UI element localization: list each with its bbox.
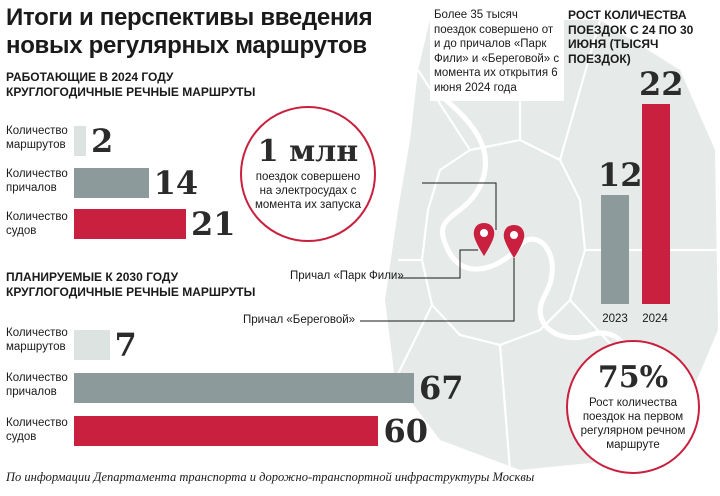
- label-2024-ships: Количество судов: [6, 211, 68, 237]
- growth-heading: Рост количества поездок с 24 по 30 июня …: [568, 8, 694, 66]
- growth-percent-number: 75%: [597, 360, 669, 395]
- label-2030-piers: Количество причалов: [6, 372, 68, 398]
- leader-line-note: [422, 182, 497, 230]
- page-title: Итоги и перспективы введения новых регул…: [6, 4, 373, 59]
- million-trips-number: 1 млн: [257, 134, 359, 169]
- bar-2024-routes: [74, 126, 86, 156]
- fili-note: Более 35 тысяч поездок совершено от и до…: [430, 4, 564, 101]
- bar-2030-routes: [74, 330, 110, 360]
- value-growth-2023: 12: [598, 155, 643, 194]
- label-2024-piers: Количество причалов: [6, 168, 68, 194]
- value-2030-routes: 7: [114, 326, 137, 364]
- leader-line-fili: [398, 249, 478, 279]
- growth-percent-text: Рост количества поездок на первом регуля…: [580, 397, 686, 451]
- xlabel-2024: 2024: [642, 313, 668, 325]
- pin-park-fili: [473, 223, 495, 256]
- section-2030-heading: Планируемые к 2030 году круглогодичные р…: [6, 270, 256, 299]
- value-2030-ships: 60: [383, 412, 428, 450]
- source-footer: По информации Департамента транспорта и …: [6, 470, 535, 484]
- label-2030-routes: Количество маршрутов: [6, 327, 68, 353]
- leader-line-beregovoy: [360, 258, 515, 322]
- xlabel-2023: 2023: [602, 313, 628, 325]
- label-park-fili: Причал «Парк Фили»: [290, 270, 404, 282]
- value-2030-piers: 67: [419, 369, 464, 407]
- pin-beregovoy: [503, 225, 525, 258]
- value-growth-2024: 22: [639, 65, 684, 103]
- bar-2030-piers: [74, 373, 414, 403]
- bar-2024-ships: [74, 209, 186, 239]
- label-2024-routes: Количество маршрутов: [6, 125, 68, 151]
- bar-2024-piers: [74, 168, 149, 198]
- value-2024-ships: 21: [191, 205, 236, 243]
- label-2030-ships: Количество судов: [6, 417, 68, 443]
- value-2024-routes: 2: [91, 122, 114, 160]
- bar-2030-ships: [74, 416, 379, 446]
- label-beregovoy: Причал «Береговой»: [243, 314, 356, 326]
- million-trips-badge: 1 млн поездок совершено на электросудах …: [240, 106, 376, 242]
- bar-growth-2024: [642, 104, 670, 304]
- bar-growth-2023: [601, 194, 629, 304]
- million-trips-text: поездок совершено на электросудах с моме…: [255, 171, 361, 211]
- growth-percent-badge: 75% Рост количества поездок на первом ре…: [566, 340, 700, 474]
- value-2024-piers: 14: [153, 164, 199, 202]
- section-2024-heading: Работающие в 2024 году круглогодичные ре…: [6, 70, 256, 99]
